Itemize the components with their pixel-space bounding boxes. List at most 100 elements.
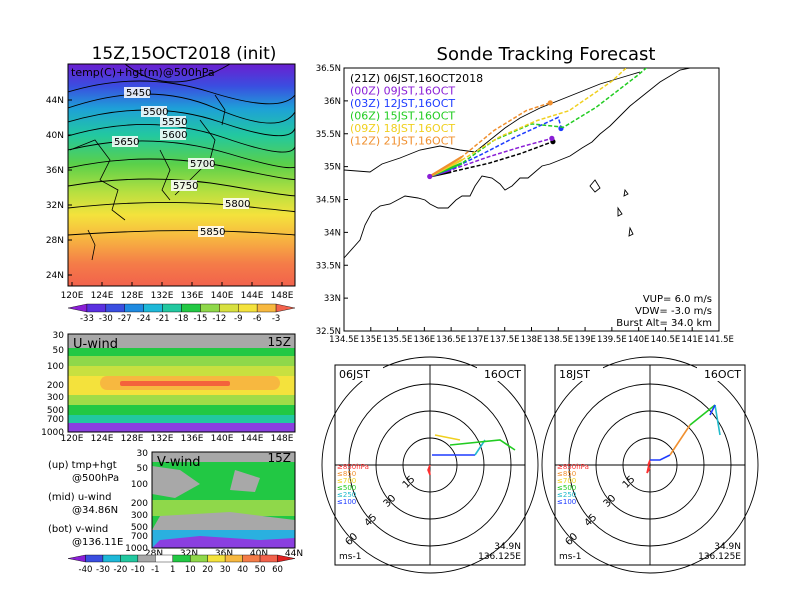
contour-label: 5500	[143, 107, 168, 118]
desc-up: (up) tmp+hgt	[48, 460, 117, 471]
hodograph-lat: 34.9N	[494, 542, 521, 552]
colorbar-label: 10	[185, 565, 196, 575]
hodograph-lon: 136.125E	[478, 552, 521, 562]
desc-bot-2: @136.11E	[72, 537, 123, 548]
level-key: ≤850	[557, 470, 576, 478]
forecast-coastline	[344, 68, 691, 259]
colorbar-label: -30	[96, 565, 110, 575]
lon-tick-label: 138.5E	[543, 335, 573, 345]
vup-value: VUP= 6.0 m/s	[643, 294, 712, 305]
hodograph-trace	[650, 454, 671, 461]
colorbar-swatch	[256, 303, 277, 313]
colorbar-label: 50	[255, 565, 266, 575]
colorbar-swatch	[242, 554, 261, 563]
hodograph-date: 16OCT	[704, 368, 741, 381]
colorbar-swatch	[102, 554, 121, 563]
lat-tick-label: 36N	[46, 166, 64, 176]
legend-entry: (21Z) 06JST,16OCT2018	[350, 72, 483, 85]
colorbar-swatch	[238, 303, 258, 313]
level-label: 1000	[125, 544, 148, 554]
colorbar-swatch	[120, 554, 139, 563]
v-wind-lat-ticks: 28N 32N 36N 40N 44N	[145, 549, 303, 559]
lon-tick-label: 137E	[467, 335, 489, 345]
lat-tick-label: 44N	[46, 96, 64, 106]
colorbar-swatch	[259, 554, 278, 563]
colorbar-label: -6	[253, 314, 261, 324]
desc-mid-2: @34.86N	[72, 505, 118, 516]
lon-tick-label: 141E	[681, 335, 703, 345]
lat-tick-label: 24N	[46, 271, 64, 281]
colorbar-label: -40	[79, 565, 93, 575]
legend-entry: (09Z) 18JST,16OCT	[350, 122, 455, 135]
lon-tick-label: 136E	[181, 434, 204, 444]
hodograph-trace	[474, 439, 486, 456]
level-label: 500	[47, 406, 64, 416]
lon-tick-label: 132E	[151, 291, 174, 301]
level-label: 100	[131, 480, 148, 490]
hodograph-trace	[689, 404, 716, 426]
left-title: 15Z,15OCT2018 (init)	[92, 44, 277, 64]
colorbar-swatch	[67, 303, 88, 313]
colorbar-label: -3	[272, 314, 280, 324]
forecast-map: 36.5N 36N 35.5N 35N 34.5N 34N 33.5N 33N 32.5N 13…	[316, 64, 734, 345]
lon-tick-label: 135.5E	[383, 335, 413, 345]
launch-point	[427, 173, 433, 180]
colorbar-label: -15	[193, 314, 207, 324]
colorbar-swatch	[181, 303, 201, 313]
lon-tick-label: 135E	[360, 335, 382, 345]
forecast-title: Sonde Tracking Forecast	[437, 44, 656, 65]
wind-colorbar: -40 -30 -20 -10 -1 1 10 20 30 40 50 60	[67, 554, 296, 575]
lon-tick-label: 136E	[414, 335, 436, 345]
level-key: ≤250	[337, 491, 356, 499]
level-key: ≤100	[337, 498, 356, 506]
hodograph-trace	[427, 464, 431, 476]
hodograph-ring	[321, 356, 539, 574]
map-label: temp(C)+hgt(m)@500hPa	[71, 66, 215, 79]
lon-tick-label: 139E	[574, 335, 596, 345]
lon-tick-label: 140.5E	[651, 335, 681, 345]
lat-tick-label: 32N	[180, 549, 198, 559]
colorbar-swatch	[67, 554, 86, 563]
level-label: 30	[137, 449, 149, 459]
colorbar-swatch	[172, 554, 191, 563]
lon-tick-label: 140E	[211, 291, 234, 301]
lon-tick-label: 138E	[521, 335, 543, 345]
u-wind-time: 15Z	[268, 335, 292, 349]
legend-entry: (06Z) 15JST,16OCT	[350, 110, 455, 123]
lon-tick-label: 136.5E	[436, 335, 466, 345]
lon-tick-label: 144E	[241, 434, 264, 444]
temp-map: 5450 5500 5550 5600 5650 5700 5750 5800 …	[46, 63, 296, 301]
level-key: ≤500	[337, 484, 356, 492]
lon-tick-label: 134.5E	[329, 335, 359, 345]
lat-tick-label: 34.5N	[316, 196, 341, 206]
hodograph-trace	[669, 424, 691, 456]
colorbar-label: 1	[170, 565, 175, 575]
hodograph-lat: 34.9N	[714, 542, 741, 552]
lon-tick-label: 140E	[211, 434, 234, 444]
hodograph-unit: ms-1	[339, 552, 361, 562]
colorbar-swatch	[275, 303, 296, 313]
hodograph-time: 06JST	[339, 368, 370, 381]
contour-labels: 5450 5500 5550 5600 5650 5700 5750 5800 …	[112, 87, 250, 238]
desc-mid: (mid) u-wind	[48, 492, 111, 503]
hodograph-time: 18JST	[559, 368, 590, 381]
level-key: ≤250	[557, 491, 576, 499]
hodograph-trace	[449, 439, 516, 451]
temp-colorbar: -33 -30 -27 -24 -21 -18 -15 -12 -9 -6 -3	[67, 303, 296, 324]
colorbar-swatch	[207, 554, 226, 563]
colorbar-swatch	[277, 554, 296, 563]
colorbar-swatch	[124, 303, 144, 313]
contour-label: 5800	[225, 199, 250, 210]
hodograph-trace	[709, 404, 716, 416]
colorbar-swatch	[137, 554, 156, 563]
lat-tick-label: 32N	[46, 201, 64, 211]
lon-tick-label: 128E	[121, 291, 144, 301]
colorbar-label: -12	[212, 314, 226, 324]
level-key: ≥850hPa	[337, 463, 369, 471]
contour-label: 5450	[126, 88, 151, 99]
level-key: ≤500	[557, 484, 576, 492]
